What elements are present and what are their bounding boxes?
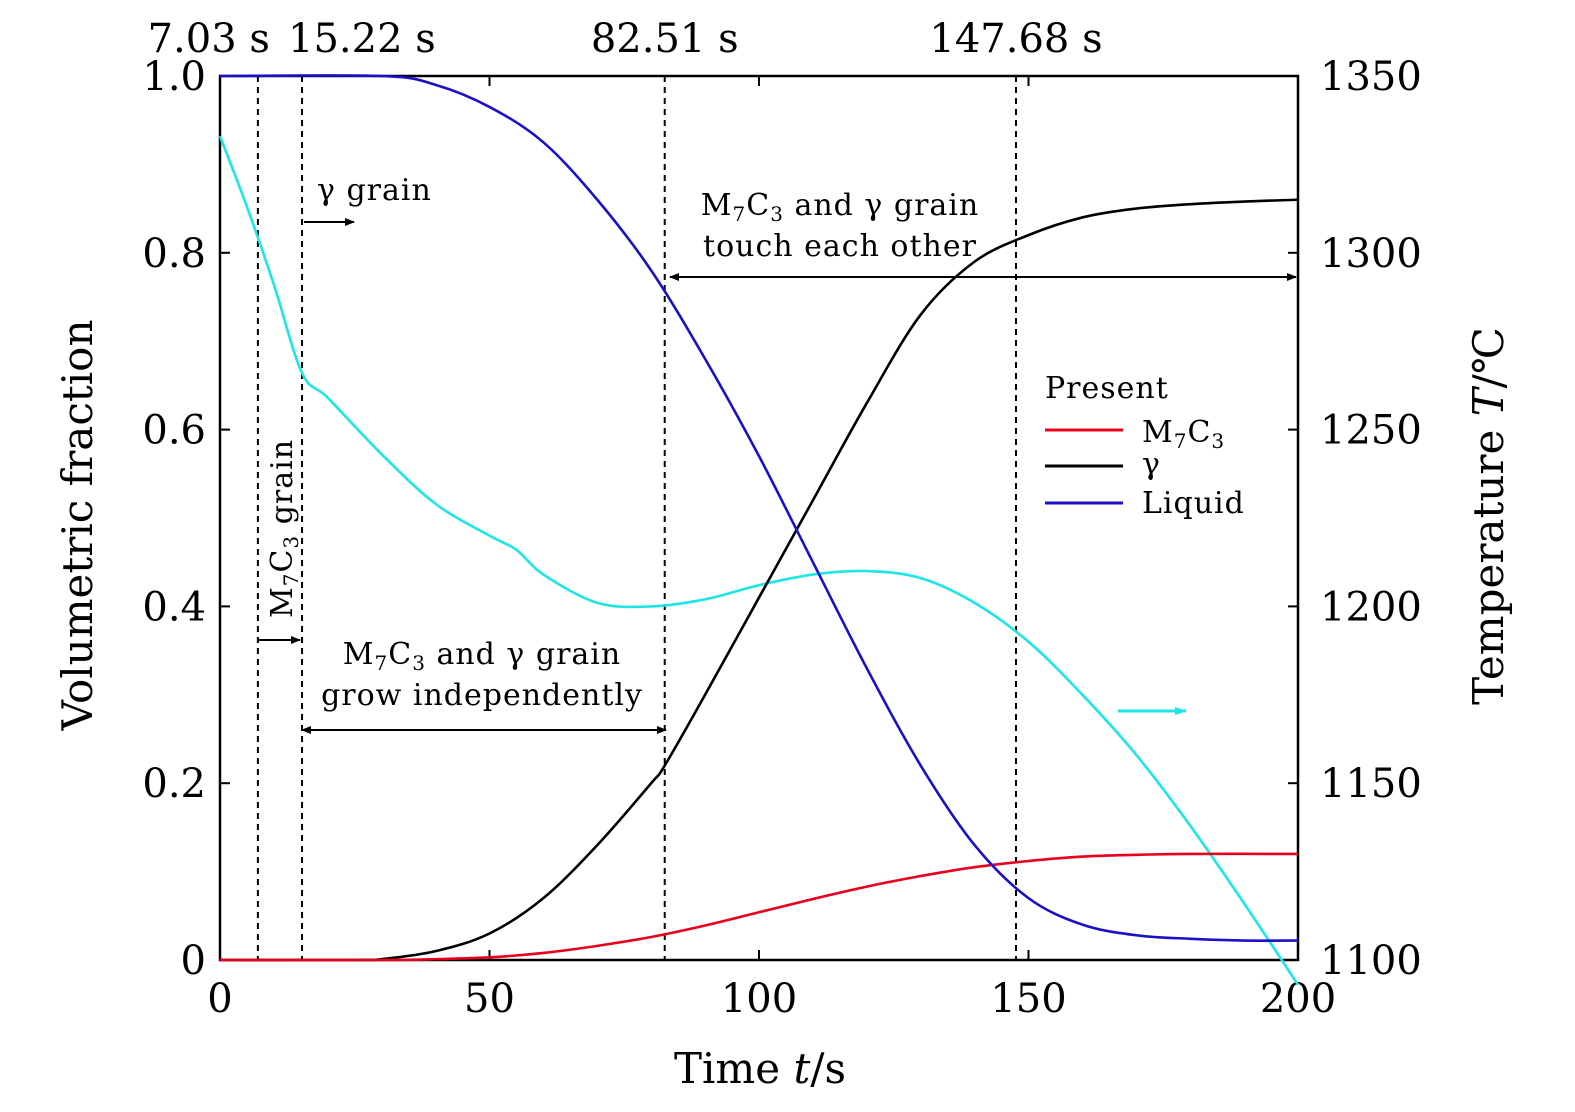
legend-label-gamma: γ	[1142, 447, 1161, 482]
x-tick-label: 150	[990, 976, 1066, 1022]
event-label: 15.22 s	[288, 16, 436, 62]
annotation-independent-line2: grow independently	[321, 678, 643, 713]
legend: Present M7C3 γ Liquid	[1045, 371, 1245, 521]
y-tick-label: 1.0	[142, 54, 206, 100]
y-tick-label: 0.6	[142, 408, 206, 454]
event-label: 147.68 s	[929, 16, 1102, 62]
series-lines	[218, 74, 1300, 986]
y-axis-title: Volumetric fraction	[53, 319, 102, 731]
x-tick-label: 0	[207, 976, 232, 1022]
event-lines	[256, 76, 1017, 960]
annotation-gamma-grain: γ grain	[317, 173, 432, 208]
y2-tick-label: 1350	[1320, 54, 1422, 100]
legend-label-m7c3: M7C3	[1142, 415, 1225, 453]
axis-ticks	[219, 75, 1299, 961]
series-line-liquid	[219, 74, 1299, 942]
annotation-arrows	[259, 218, 1297, 734]
y-tick-label: 0.2	[142, 761, 206, 807]
y-tick-label: 0	[181, 938, 206, 984]
series-line-temperature	[218, 135, 1300, 986]
y2-tick-label: 1200	[1320, 584, 1422, 630]
y2-tick-label: 1150	[1320, 761, 1422, 807]
event-label: 82.51 s	[591, 16, 739, 62]
annotation-touch-line1: M7C3 and γ grain	[701, 188, 979, 226]
annotation-touch-line2: touch each other	[703, 229, 977, 264]
annotation-independent-line1: M7C3 and γ grain	[343, 637, 621, 675]
y2-axis-title: Temperature T/℃	[1464, 327, 1513, 705]
axis-tick-labels: 0 50 100 150 20000.20.40.60.81.0110011501200…	[142, 54, 1421, 1022]
series-line-gamma	[219, 198, 1299, 962]
event-label: 7.03 s	[148, 16, 270, 62]
x-tick-label: 100	[721, 976, 797, 1022]
y-tick-label: 0.4	[142, 584, 206, 630]
event-labels: 7.03 s 15.22 s 82.51 s 147.68 s	[148, 16, 1103, 62]
legend-title: Present	[1045, 371, 1169, 406]
y-tick-label: 0.8	[142, 231, 206, 277]
x-axis-title: Time t/s	[674, 1044, 846, 1093]
x-tick-label: 50	[464, 976, 515, 1022]
y2-tick-label: 1300	[1320, 231, 1422, 277]
legend-label-liquid: Liquid	[1142, 486, 1245, 521]
y2-tick-label: 1100	[1320, 938, 1422, 984]
series-line-m7c3	[219, 852, 1299, 962]
annotation-m7c3-grain: M7C3 grain	[265, 439, 303, 618]
y2-tick-label: 1250	[1320, 408, 1422, 454]
